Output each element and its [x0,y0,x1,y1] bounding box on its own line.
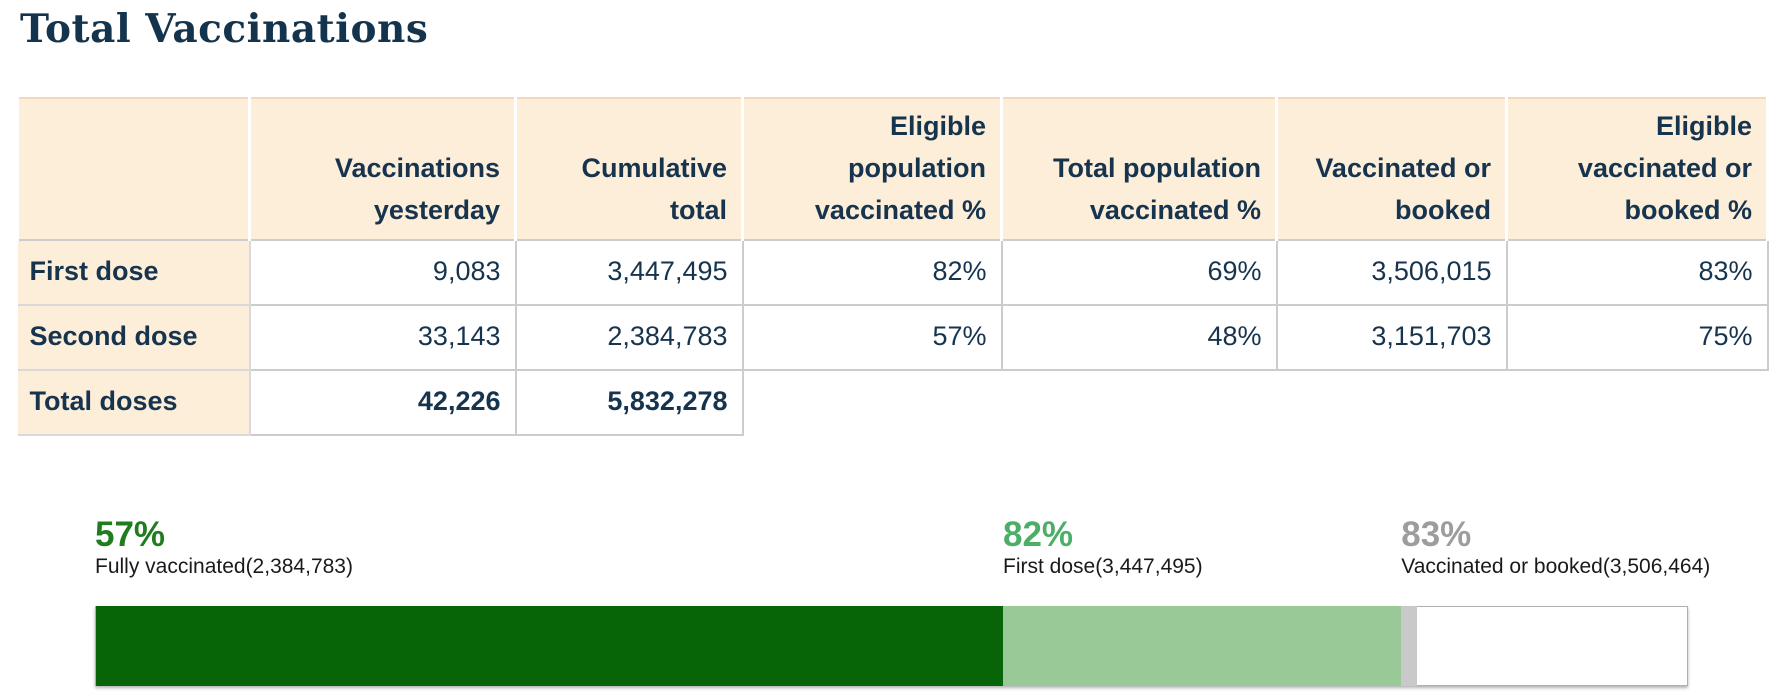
col-header-eligible-vaccinated-or-booked: Eligible vaccinated or booked % [1505,97,1769,241]
table-cell: 3,447,495 [514,239,744,306]
row-label-second-dose: Second dose [17,304,251,371]
row-label-first-dose: First dose [17,239,251,306]
progress-chart-labels: 57% Fully vaccinated(2,384,783) 82% Firs… [95,516,1710,582]
col-header-vaccinated-or-booked: Vaccinated or booked [1275,97,1508,241]
table-cell: 33,143 [248,304,517,371]
progress-bar [95,606,1688,686]
table-cell: 69% [1000,239,1278,306]
label-fully-vaccinated: 57% Fully vaccinated(2,384,783) [95,516,353,580]
table-blank-area [743,370,1768,435]
col-header-total-population-vaccinated: Total population vaccinated % [1000,97,1278,241]
table-cell: 9,083 [248,239,517,306]
table-header-row: Vaccinations yesterday Cumulative total … [16,97,1769,241]
segment-first-dose [1002,606,1401,686]
fully-vaccinated-percent: 57% [95,515,166,554]
table-cell: 3,151,703 [1275,304,1508,371]
page-title: Total Vaccinations [20,6,429,52]
table-cell: 75% [1505,304,1769,371]
first-dose-percent: 82% [1003,515,1074,554]
table-cell: 82% [741,239,1003,306]
vaccination-progress-chart: 57% Fully vaccinated(2,384,783) 82% Firs… [95,516,1710,686]
vaccinated-or-booked-percent: 83% [1401,515,1472,554]
table-cell-total-cumulative: 5,832,278 [514,369,744,436]
table-row-second-dose: Second dose 33,143 2,384,783 57% 48% 3,1… [17,304,1769,371]
total-vaccinations-dashboard: Total Vaccinations Vaccinations yesterda… [0,4,1780,696]
segment-fully-vaccinated [96,606,1003,686]
table-row-first-dose: First dose 9,083 3,447,495 82% 69% 3,506… [17,239,1769,306]
row-label-total-doses: Total doses [17,369,251,436]
table-cell: 48% [1000,304,1278,371]
segment-vaccinated-or-booked [1400,606,1417,686]
table-corner-cell [16,97,251,241]
label-first-dose: 82% First dose(3,447,495) [1003,516,1203,580]
table-cell: 3,506,015 [1275,239,1508,306]
fully-vaccinated-caption: Fully vaccinated(2,384,783) [95,555,353,578]
table-cell-total-yesterday: 42,226 [248,369,517,436]
vaccinated-or-booked-caption: Vaccinated or booked(3,506,464) [1401,555,1711,578]
col-header-eligible-population-vaccinated: Eligible population vaccinated % [741,97,1003,241]
col-header-vaccinations-yesterday: Vaccinations yesterday [248,97,517,241]
col-header-cumulative-total: Cumulative total [514,97,744,241]
first-dose-caption: First dose(3,447,495) [1003,555,1203,578]
table-cell: 57% [741,304,1003,371]
table-cell: 2,384,783 [514,304,744,371]
table-row-total-doses: Total doses 42,226 5,832,278 [17,369,1768,436]
label-vaccinated-or-booked: 83% Vaccinated or booked(3,506,464) [1401,516,1710,580]
table-cell: 83% [1505,239,1769,306]
vaccinations-table: Vaccinations yesterday Cumulative total … [16,97,1769,436]
